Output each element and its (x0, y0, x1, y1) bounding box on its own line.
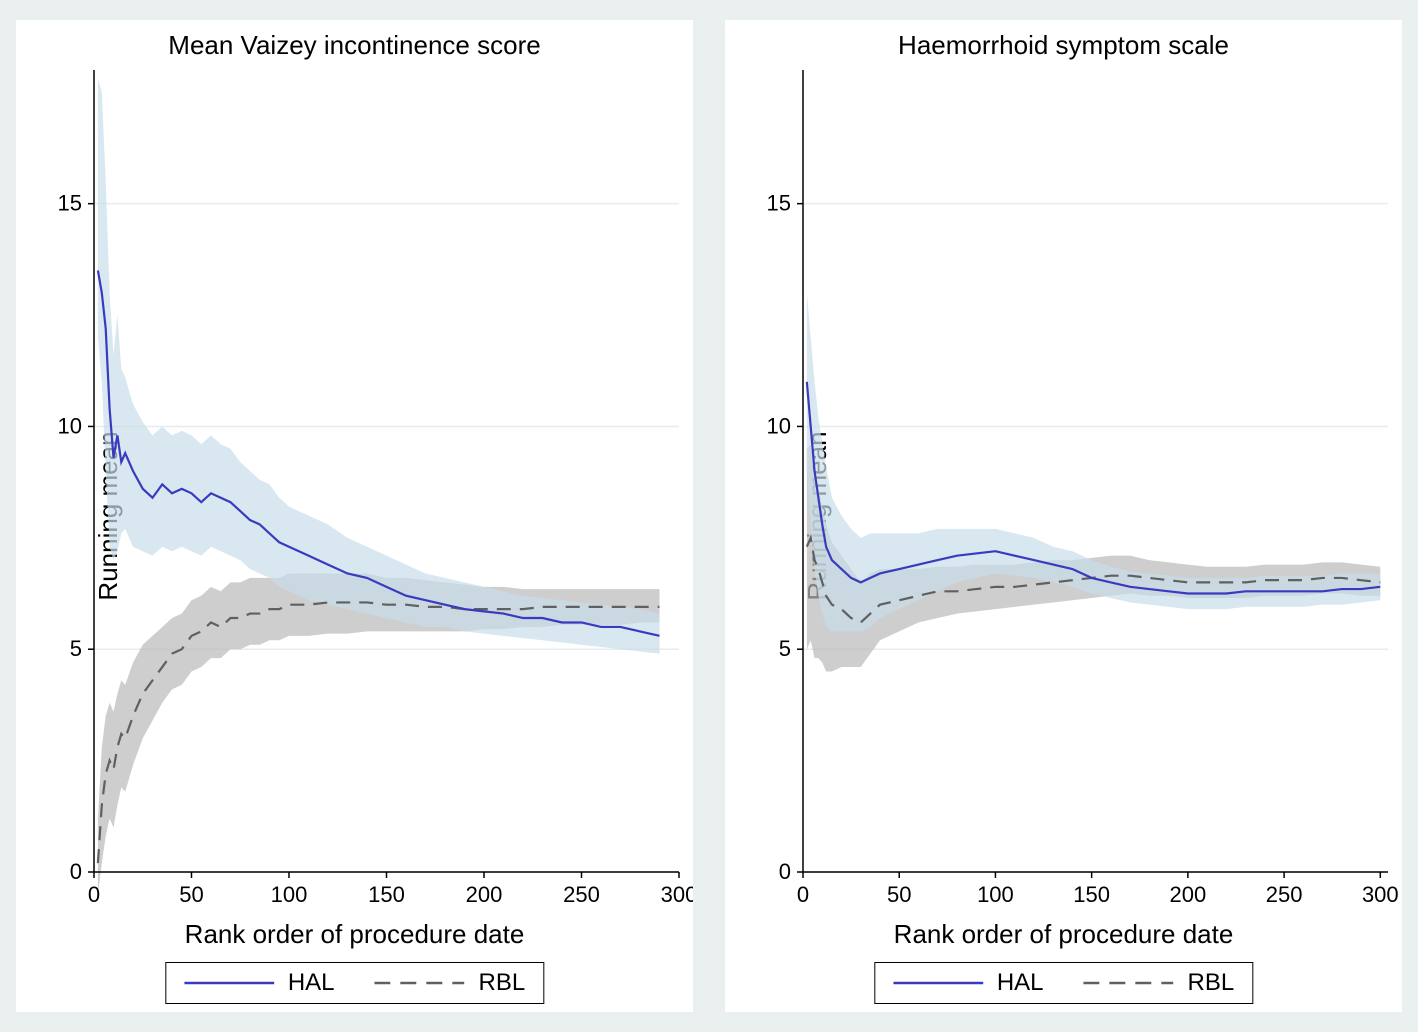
chart-left: 051015050100150200250300 (16, 20, 693, 1012)
svg-text:5: 5 (70, 636, 82, 661)
panel-left: Mean Vaizey incontinence score Running m… (0, 0, 709, 1032)
x-axis-label: Rank order of procedure date (725, 919, 1402, 950)
svg-text:250: 250 (1266, 882, 1303, 907)
svg-text:300: 300 (1362, 882, 1399, 907)
svg-text:50: 50 (887, 882, 911, 907)
figure: Mean Vaizey incontinence score Running m… (0, 0, 1418, 1032)
legend-label-rbl: RBL (479, 969, 526, 997)
legend-label-hal: HAL (997, 969, 1044, 997)
legend: HAL RBL (165, 962, 544, 1004)
legend-item-hal: HAL (184, 969, 335, 997)
svg-text:150: 150 (1073, 882, 1110, 907)
legend: HAL RBL (874, 962, 1253, 1004)
svg-text:200: 200 (466, 882, 503, 907)
legend-swatch-rbl (1084, 973, 1174, 993)
x-axis-label: Rank order of procedure date (16, 919, 693, 950)
legend-item-rbl: RBL (1084, 969, 1235, 997)
svg-text:0: 0 (70, 859, 82, 884)
legend-label-hal: HAL (288, 969, 335, 997)
svg-text:15: 15 (767, 191, 791, 216)
svg-text:0: 0 (797, 882, 809, 907)
legend-item-hal: HAL (893, 969, 1044, 997)
svg-text:150: 150 (368, 882, 405, 907)
svg-text:300: 300 (661, 882, 693, 907)
panel-right: Haemorrhoid symptom scale Running mean 0… (709, 0, 1418, 1032)
svg-text:250: 250 (563, 882, 600, 907)
legend-item-rbl: RBL (375, 969, 526, 997)
chart-right: 051015050100150200250300 (725, 20, 1402, 1012)
legend-swatch-hal (184, 973, 274, 993)
svg-text:10: 10 (767, 413, 791, 438)
svg-text:5: 5 (779, 636, 791, 661)
legend-swatch-hal (893, 973, 983, 993)
svg-text:0: 0 (88, 882, 100, 907)
svg-text:100: 100 (271, 882, 308, 907)
svg-text:50: 50 (179, 882, 203, 907)
plot-left: Mean Vaizey incontinence score Running m… (16, 20, 693, 1012)
svg-text:0: 0 (779, 859, 791, 884)
legend-label-rbl: RBL (1188, 969, 1235, 997)
svg-text:15: 15 (58, 191, 82, 216)
svg-text:200: 200 (1170, 882, 1207, 907)
legend-swatch-rbl (375, 973, 465, 993)
plot-right: Haemorrhoid symptom scale Running mean 0… (725, 20, 1402, 1012)
svg-text:10: 10 (58, 413, 82, 438)
svg-text:100: 100 (977, 882, 1014, 907)
